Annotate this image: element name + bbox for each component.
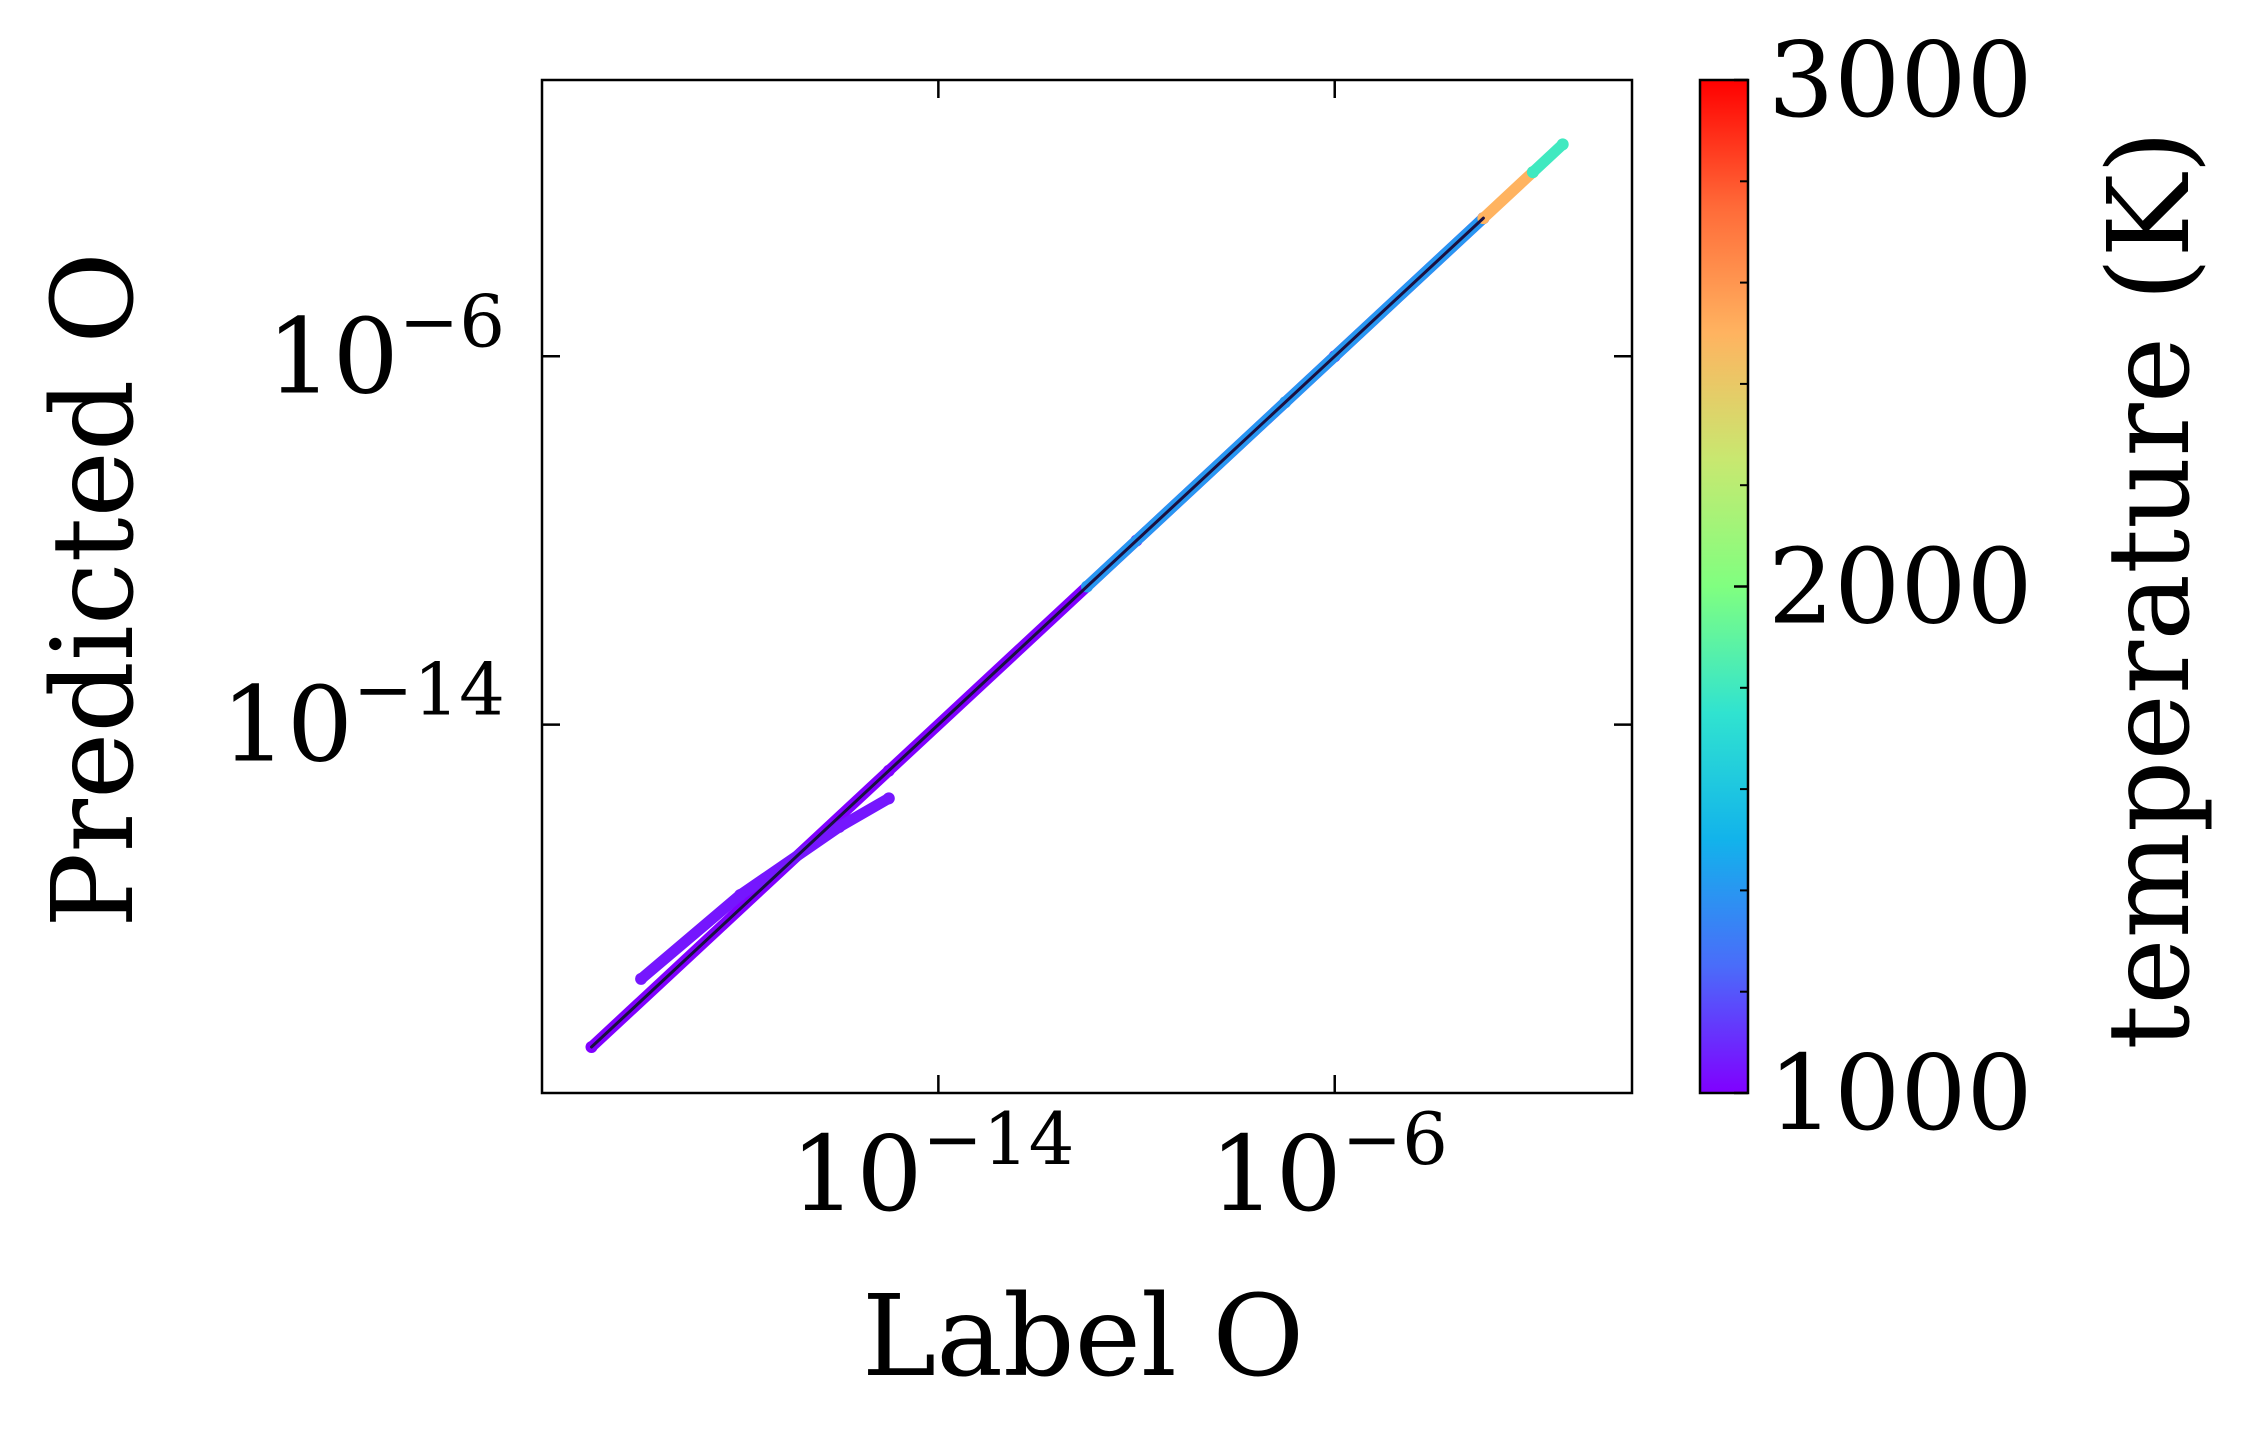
colorbar: 1000 2000 3000: [1698, 19, 2033, 1154]
scatter-point: [635, 972, 648, 985]
colorbar-tick-label: 2000: [1768, 526, 2033, 648]
scatter-point: [734, 889, 747, 901]
scatter-band-core: [590, 216, 1485, 1049]
x-axis-label: Label O: [862, 1272, 1304, 1402]
scatter-point: [1526, 166, 1539, 179]
scatter-band: [1527, 138, 1569, 178]
scatter-band: [1477, 166, 1539, 224]
x-tick-label: 10−14: [790, 1097, 1074, 1235]
axis-ticks: 10−14 10−6 10−14 10−6: [221, 80, 1632, 1235]
colorbar-tick-label: 3000: [1768, 19, 2033, 141]
scatter-point: [882, 792, 895, 805]
y-tick-label: 10−14: [221, 648, 505, 786]
scatter-point: [833, 820, 846, 833]
scatter-points: [585, 138, 1569, 1053]
colorbar-tick-label: 1000: [1768, 1032, 2033, 1154]
scatter-point: [1556, 138, 1569, 151]
y-tick-label: 10−6: [267, 279, 505, 417]
plot-frame: [540, 78, 1634, 1095]
y-axis-label: Predicted O: [29, 252, 159, 928]
x-tick-label: 10−6: [1209, 1097, 1447, 1235]
colorbar-label: temperature (K): [2085, 130, 2215, 1049]
